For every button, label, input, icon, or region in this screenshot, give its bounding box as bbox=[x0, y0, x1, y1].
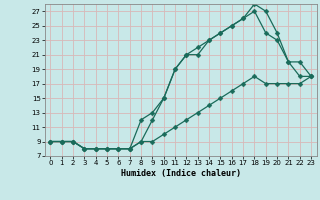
X-axis label: Humidex (Indice chaleur): Humidex (Indice chaleur) bbox=[121, 169, 241, 178]
